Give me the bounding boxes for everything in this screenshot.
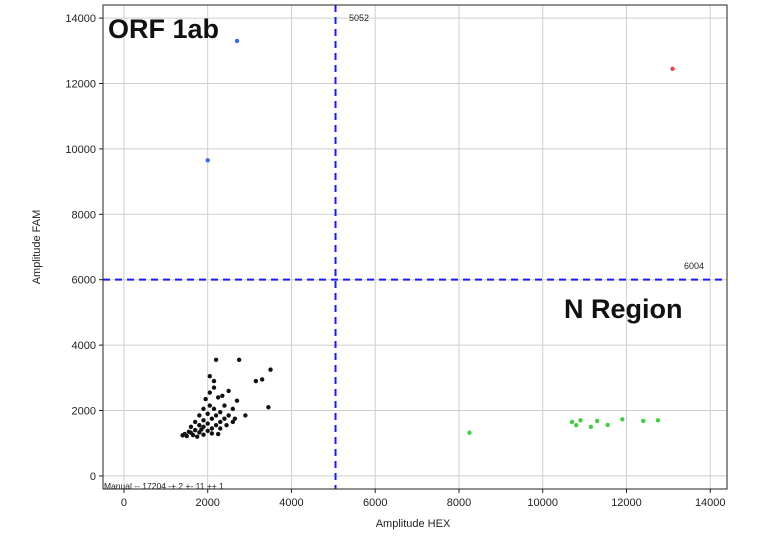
data-point: [205, 428, 210, 433]
data-point: [184, 433, 189, 439]
data-point: [253, 378, 259, 384]
data-point: [201, 418, 206, 423]
data-point: [188, 424, 194, 430]
data-point: [467, 430, 472, 435]
data-point: [213, 423, 219, 428]
y-tick-label: 8000: [72, 209, 96, 221]
annotation-orf1ab: ORF 1ab: [108, 14, 219, 44]
y-tick-label: 12000: [65, 78, 96, 90]
data-point: [222, 403, 227, 408]
data-point: [209, 426, 215, 431]
data-point: [207, 403, 212, 408]
data-point: [201, 432, 206, 437]
x-tick-label: 12000: [611, 497, 642, 509]
data-point: [192, 419, 198, 425]
data-point: [620, 417, 625, 422]
data-point: [234, 38, 240, 44]
data-point: [268, 367, 273, 372]
data-point: [213, 357, 219, 363]
y-tick-label: 6000: [72, 275, 96, 287]
threshold-lines: [103, 5, 727, 489]
tick-labels: 0 2000 4000 6000 8000 10000 12000 14000 0 2000 400…: [65, 13, 725, 509]
data-point: [230, 406, 236, 412]
data-point: [211, 406, 217, 412]
data-point: [218, 409, 223, 415]
data-point: [207, 390, 212, 395]
x-tick-label: 6000: [363, 497, 387, 509]
data-point: [641, 418, 646, 424]
data-point: [226, 388, 231, 394]
data-point: [205, 158, 210, 163]
data-point: [594, 418, 600, 424]
y-tick-label: 10000: [65, 144, 96, 156]
data-point: [574, 423, 579, 428]
data-point: [215, 431, 221, 437]
data-point: [209, 416, 215, 421]
data-point: [236, 357, 242, 363]
data-point: [215, 395, 221, 400]
data-point: [207, 373, 212, 379]
data-point: [569, 419, 575, 425]
grid-lines: [103, 5, 727, 489]
data-point: [205, 421, 210, 426]
data-point: [588, 424, 594, 430]
x-tick-label: 2000: [195, 497, 219, 509]
footer-counts: Manual -- 17204 -+ 2 +- 11 ++ 1: [104, 481, 224, 491]
data-point: [209, 431, 215, 436]
x-tick-label: 8000: [447, 497, 471, 509]
data-point: [197, 423, 202, 428]
y-axis-label: Amplitude FAM: [31, 210, 43, 285]
data-point: [234, 398, 240, 403]
data-point: [199, 427, 204, 432]
data-points: [180, 38, 675, 439]
data-point: [266, 405, 271, 410]
x-tick-label: 10000: [527, 497, 558, 509]
data-point: [218, 426, 223, 431]
y-tick-label: 2000: [72, 406, 96, 418]
data-point: [224, 423, 229, 428]
data-point: [203, 396, 208, 402]
y-tick-label: 4000: [72, 340, 96, 352]
data-point: [218, 419, 223, 425]
data-point: [220, 393, 225, 398]
data-point: [195, 434, 200, 439]
plot-frame: [102, 4, 728, 490]
x-tick-label: 14000: [695, 497, 726, 509]
data-point: [259, 377, 265, 382]
data-point: [192, 427, 198, 433]
data-point: [197, 413, 202, 418]
data-point: [222, 416, 227, 421]
x-tick-label: 4000: [279, 497, 303, 509]
data-point: [211, 378, 217, 384]
y-tick-label: 0: [90, 471, 96, 483]
threshold-label-y: 6004: [684, 261, 704, 271]
data-point: [670, 66, 675, 71]
data-point: [243, 413, 248, 418]
data-point: [578, 418, 583, 423]
data-point: [230, 419, 236, 425]
data-point: [205, 411, 210, 416]
data-point: [605, 422, 610, 428]
data-point: [188, 430, 194, 435]
data-point: [211, 385, 217, 390]
data-point: [226, 413, 231, 418]
threshold-label-x: 5052: [349, 13, 369, 23]
annotation-n-region: N Region: [564, 294, 683, 324]
data-point: [655, 418, 661, 423]
data-point: [213, 413, 219, 418]
data-point: [201, 406, 206, 412]
y-tick-label: 14000: [65, 13, 96, 25]
x-tick-label: 0: [121, 497, 127, 509]
data-point: [180, 433, 185, 438]
data-point: [232, 416, 238, 421]
x-axis-label: Amplitude HEX: [376, 518, 451, 530]
